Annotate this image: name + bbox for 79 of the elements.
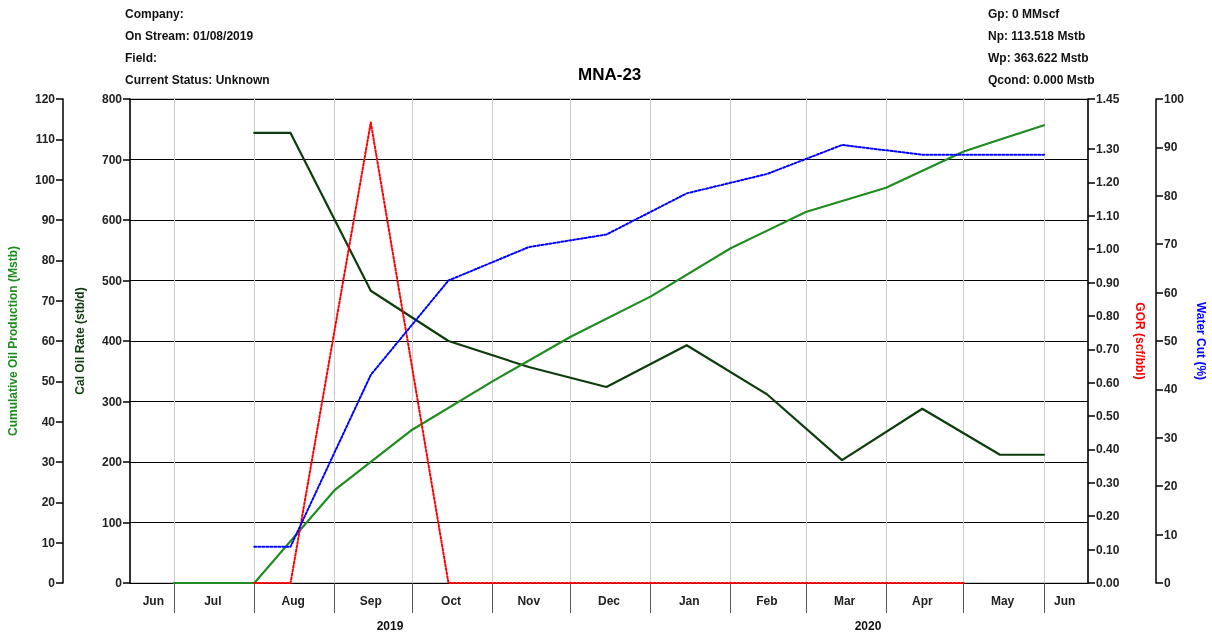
y-tick-label: 0 [115,576,123,590]
x-tick-label: Jun [142,594,164,608]
x-tick-label: Jun [1054,594,1076,608]
y-tick-label: 10 [1164,527,1178,542]
line-series [172,124,1046,585]
y-axis-title: Cal Oil Rate (stb/d) [73,287,87,395]
y-axis-title: Water Cut (%) [1193,301,1208,381]
y3-tick-label: 20 [41,495,56,510]
y2-tick-label: 0.90 [1096,275,1120,290]
y-tick-label: 40 [1164,382,1178,397]
y-tick-label: 500 [101,273,123,288]
x-tick-label: Oct [441,594,462,608]
y3-tick-label: 10 [41,535,56,550]
y-tick-label: 50 [1164,334,1178,348]
text: Field: [125,51,157,65]
x-tick-label: Jul [204,594,222,608]
text: Np: 113.518 Mstb [988,29,1086,43]
y3-tick-label: 40 [41,414,56,429]
text: Gp: 0 MMscf [988,7,1061,21]
y-tick-label: 80 [1164,188,1178,203]
y3-tick-label: 120 [34,92,56,106]
x-tick-label: Aug [281,594,305,608]
y-tick-label: 100 [101,515,123,530]
y-tick-label: 800 [101,92,123,106]
y2-tick-label: 0.30 [1096,475,1120,490]
y-tick-label: 300 [101,394,123,409]
y-tick-label: 0 [1164,576,1171,590]
x-tick-label: Feb [756,594,778,608]
y-tick-label: 100 [1164,92,1185,106]
line-series [253,131,1046,462]
x-tick-label: Dec [597,594,621,608]
y2-tick-label: 0.10 [1096,542,1120,557]
text: 2020 [854,619,882,633]
text: 2019 [376,619,404,633]
line-series [253,143,1045,548]
y2-tick-label: 1.45 [1096,92,1120,106]
text: On Stream: 01/08/2019 [125,29,254,43]
y3-axis-title: Cumulative Oil Production (Mstb) [6,245,20,437]
y2-tick-label: 0.60 [1096,375,1120,390]
y3-tick-label: 70 [41,293,56,308]
y2-tick-label: 0.20 [1096,509,1120,524]
y2-tick-label: 0.70 [1096,342,1120,357]
y-tick-label: 400 [101,334,123,348]
y3-tick-label: 80 [41,253,56,268]
y3-tick-label: 50 [41,374,56,389]
y2-tick-label: 1.20 [1096,175,1120,190]
y2-tick-label: 1.00 [1096,242,1120,257]
y3-tick-label: 0 [48,576,56,590]
y3-tick-label: 110 [35,132,56,147]
y3-tick-label: 100 [34,172,56,187]
y3-tick-label: 60 [41,334,56,348]
x-tick-label: Nov [517,594,541,608]
x-tick-label: Sep [359,594,382,608]
text: Company: [125,7,184,21]
y-tick-label: 200 [101,455,123,469]
x-tick-label: Jan [678,594,700,608]
x-tick-label: May [990,594,1015,608]
text: Wp: 363.622 Mstb [988,51,1089,65]
y2-tick-label: 0.40 [1096,442,1120,457]
y-tick-label: 700 [101,152,123,167]
y2-tick-label: 0.50 [1096,409,1120,424]
y2-tick-label: 0.00 [1096,576,1120,590]
y2-axis-title: GOR (scf/bbl) [1133,302,1147,380]
x-tick-label: Mar [833,594,856,608]
y-tick-label: 90 [1164,140,1178,155]
y-tick-label: 600 [101,213,123,227]
x-tick-label: Apr [911,594,933,608]
y2-tick-label: 1.10 [1096,208,1120,223]
y2-tick-label: 0.80 [1096,308,1120,323]
y-tick-label: 60 [1164,285,1178,300]
y3-tick-label: 30 [41,455,56,469]
text: Current Status: Unknown [125,73,270,87]
y2-tick-label: 1.30 [1096,142,1120,157]
text: Qcond: 0.000 Mstb [988,73,1095,87]
chart-title: MNA-23 [578,65,642,84]
y-tick-label: 30 [1164,430,1178,445]
y3-tick-label: 90 [41,213,56,227]
y-tick-label: 70 [1164,237,1178,252]
y-tick-label: 20 [1164,479,1178,494]
